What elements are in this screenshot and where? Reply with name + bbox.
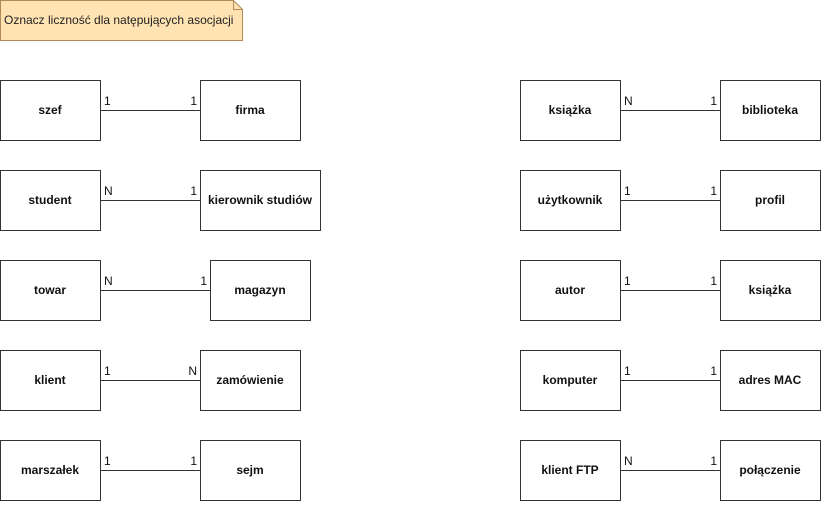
multiplicity-left: 1 (104, 364, 111, 378)
entity-label-left: książka (549, 103, 592, 117)
entity-box-left[interactable] (520, 350, 621, 411)
note-text: Oznacz liczność dla natępujących asocjac… (4, 13, 233, 27)
multiplicity-left: 1 (624, 274, 631, 288)
multiplicity-left: 1 (104, 94, 111, 108)
entity-label-right: magazyn (234, 283, 285, 297)
note-fold (233, 0, 243, 10)
entity-box-right[interactable] (720, 350, 821, 411)
association[interactable]: klient FTP połączenie N 1 (520, 440, 821, 501)
association[interactable]: klient zamówienie 1 N (0, 350, 301, 411)
multiplicity-right: 1 (710, 274, 717, 288)
entity-label-right: zamówienie (216, 373, 284, 387)
multiplicity-right: 1 (710, 94, 717, 108)
association[interactable]: komputer adres MAC 1 1 (520, 350, 821, 411)
multiplicity-right: 1 (710, 364, 717, 378)
entity-box-right[interactable] (200, 440, 301, 501)
association[interactable]: książka biblioteka N 1 (520, 80, 821, 141)
entity-box-right[interactable] (200, 350, 301, 411)
entity-label-right: sejm (236, 463, 263, 477)
multiplicity-left: 1 (104, 454, 111, 468)
entity-label-right: profil (755, 193, 785, 207)
multiplicity-right: 1 (710, 184, 717, 198)
entity-label-left: marszałek (21, 463, 79, 477)
entity-label-right: kierownik studiów (208, 193, 313, 207)
multiplicity-left: N (104, 274, 113, 288)
entity-box-left[interactable] (0, 170, 101, 231)
entity-box-right[interactable] (720, 80, 821, 141)
entity-label-left: komputer (543, 373, 598, 387)
entity-box-left[interactable] (520, 80, 621, 141)
association[interactable]: użytkownik profil 1 1 (520, 170, 821, 231)
entity-box-right[interactable] (720, 260, 821, 321)
multiplicity-right: 1 (190, 184, 197, 198)
entity-label-right: biblioteka (742, 103, 798, 117)
multiplicity-left: N (104, 184, 113, 198)
entity-label-left: szef (38, 103, 62, 117)
association[interactable]: student kierownik studiów N 1 (0, 170, 321, 231)
association[interactable]: szef firma 1 1 (0, 80, 301, 141)
association[interactable]: towar magazyn N 1 (0, 260, 311, 321)
multiplicity-left: 1 (624, 184, 631, 198)
entity-box-left[interactable] (0, 80, 101, 141)
multiplicity-left: N (624, 94, 633, 108)
entity-box-right[interactable] (720, 440, 821, 501)
entity-box-right[interactable] (720, 170, 821, 231)
multiplicity-right: 1 (710, 454, 717, 468)
entity-box-left[interactable] (520, 440, 621, 501)
entity-box-left[interactable] (520, 170, 621, 231)
entity-label-left: student (28, 193, 71, 207)
multiplicity-right: 1 (190, 94, 197, 108)
entity-label-left: klient (34, 373, 65, 387)
multiplicity-right: 1 (200, 274, 207, 288)
entity-box-right[interactable] (200, 170, 321, 231)
entity-label-right: adres MAC (739, 373, 802, 387)
entity-box-left[interactable] (0, 260, 101, 321)
entity-box-left[interactable] (0, 350, 101, 411)
multiplicity-right: N (188, 364, 197, 378)
multiplicity-left: 1 (624, 364, 631, 378)
entity-label-left: autor (555, 283, 585, 297)
instruction-note[interactable]: Oznacz liczność dla natępujących asocjac… (0, 0, 243, 41)
multiplicity-right: 1 (190, 454, 197, 468)
note-shape (0, 0, 243, 41)
multiplicity-left: N (624, 454, 633, 468)
entity-label-right: książka (749, 283, 792, 297)
entity-label-left: użytkownik (538, 193, 603, 207)
entity-label-right: firma (235, 103, 265, 117)
association[interactable]: autor książka 1 1 (520, 260, 821, 321)
entity-label-left: klient FTP (541, 463, 598, 477)
entity-label-right: połączenie (739, 463, 801, 477)
association[interactable]: marszałek sejm 1 1 (0, 440, 301, 501)
entity-box-left[interactable] (520, 260, 621, 321)
entity-label-left: towar (34, 283, 66, 297)
